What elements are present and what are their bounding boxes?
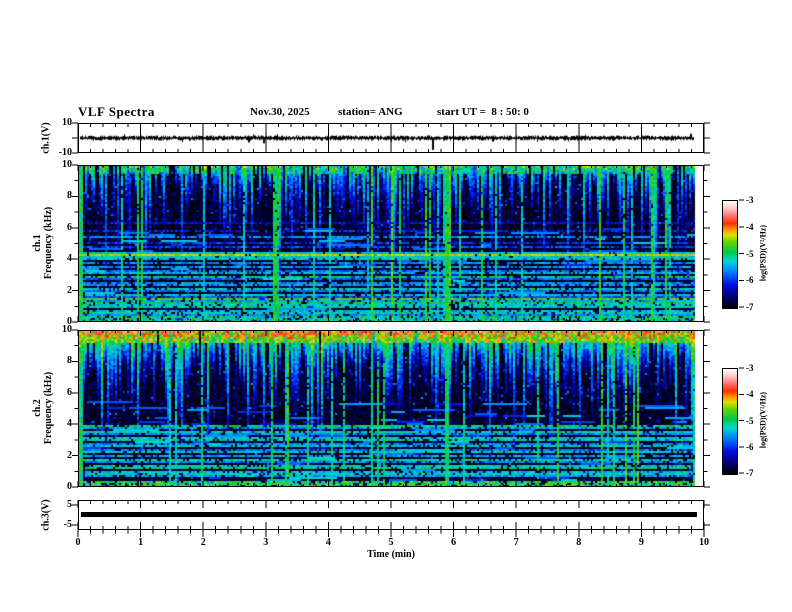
colorbar-1 (722, 200, 738, 309)
y-tick-label: 4 (67, 418, 72, 430)
y-tick-label: 4 (67, 253, 72, 265)
y-tick-label: 0 (67, 481, 72, 492)
ch1-spectrogram-panel (78, 165, 704, 322)
ch3-voltage-panel (78, 500, 704, 530)
colorbar-1-label: log(PSD)(V²/Hz) (758, 224, 768, 282)
ch1-frequency-axis-label: ch.1 Frequency (kHz) (32, 207, 54, 279)
ch1-voltage-panel (78, 123, 704, 153)
ch1-voltage-axis-label: ch.1(V) (40, 122, 52, 154)
ch3-voltage-axis-label: ch.3(V) (40, 499, 52, 531)
colorbar-tick-label: -5 (746, 415, 754, 426)
ch2-spectrogram (79, 331, 703, 486)
start-ut-label: start UT = 8 : 50: 0 (437, 106, 529, 118)
x-tick-label: 5 (388, 537, 394, 548)
x-tick-label: 3 (263, 537, 269, 548)
colorbar-tick-label: -7 (746, 302, 754, 312)
x-tick-label: 2 (200, 537, 206, 548)
colorbar-2 (722, 368, 738, 475)
y-tick-label: 2 (67, 284, 72, 296)
ch1-spectrogram (79, 166, 703, 321)
colorbar-tick-label: -4 (746, 389, 754, 400)
y-tick-label: 10 (62, 324, 72, 335)
x-tick-label: 4 (325, 537, 331, 548)
y-tick-label: 10 (62, 159, 72, 170)
ch2-channel-name: ch.2 (32, 399, 43, 417)
x-tick-label: 9 (638, 537, 644, 548)
ch2-frequency-axis-label: ch.2 Frequency (kHz) (32, 372, 54, 444)
y-tick-label: -10 (58, 147, 72, 158)
colorbar-tick-label: -5 (746, 248, 754, 259)
time-axis-label: Time (min) (367, 549, 415, 560)
ch1-waveform-trace (79, 124, 703, 152)
ch2-spectrogram-panel (78, 330, 704, 487)
ch1-channel-name: ch.1 (32, 234, 43, 252)
y-tick-label: 8 (67, 190, 72, 202)
y-tick-label: 0 (67, 316, 72, 327)
y-tick-label: 6 (67, 221, 72, 233)
colorbar-tick-label: -6 (746, 441, 754, 452)
ch2-frequency-axis-title: Frequency (kHz) (43, 371, 54, 445)
date-label: Nov.30, 2025 (250, 106, 310, 118)
x-tick-label: 6 (451, 537, 457, 548)
plot-title: VLF Spectra (78, 104, 155, 119)
y-tick-label: 6 (67, 386, 72, 398)
colorbar-tick-label: -7 (746, 468, 754, 478)
y-tick-label: 5 (67, 499, 72, 510)
x-tick-label: 0 (75, 537, 81, 548)
y-tick-label: 2 (67, 449, 72, 461)
colorbar-tick-label: -3 (746, 195, 754, 205)
x-tick-label: 8 (576, 537, 582, 548)
colorbar-tick-label: -6 (746, 275, 754, 286)
colorbar-2-label: log(PSD)(V²/Hz) (758, 391, 768, 449)
station-label: station= ANG (338, 106, 403, 118)
colorbar-tick-label: -4 (746, 221, 754, 232)
ch1-frequency-axis-title: Frequency (kHz) (43, 206, 54, 280)
y-tick-label: 8 (67, 355, 72, 367)
x-tick-label: 10 (699, 537, 709, 548)
colorbar-tick-label: -3 (746, 363, 754, 373)
x-tick-label: 1 (138, 537, 144, 548)
y-tick-label: 10 (62, 117, 72, 128)
ch3-flatline-trace (81, 512, 697, 517)
x-tick-label: 7 (513, 537, 519, 548)
y-tick-label: -5 (63, 519, 72, 530)
